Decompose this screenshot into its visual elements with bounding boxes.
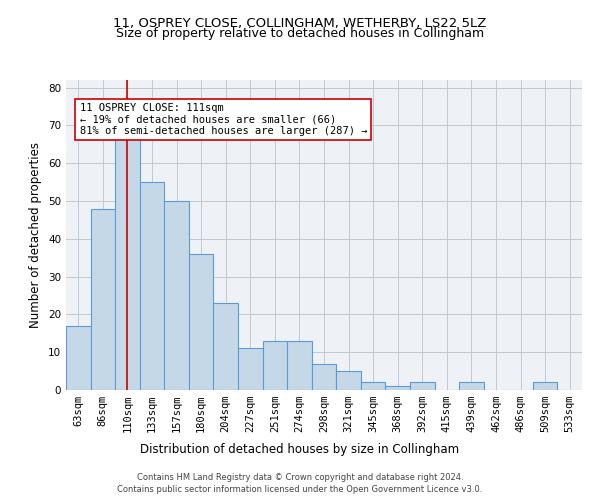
Bar <box>164 201 189 390</box>
Bar <box>263 341 287 390</box>
Bar <box>459 382 484 390</box>
Bar <box>533 382 557 390</box>
Bar <box>312 364 336 390</box>
Bar <box>140 182 164 390</box>
Bar <box>238 348 263 390</box>
Bar <box>91 208 115 390</box>
Text: Size of property relative to detached houses in Collingham: Size of property relative to detached ho… <box>116 28 484 40</box>
Bar <box>410 382 434 390</box>
Text: Distribution of detached houses by size in Collingham: Distribution of detached houses by size … <box>140 442 460 456</box>
Y-axis label: Number of detached properties: Number of detached properties <box>29 142 43 328</box>
Bar <box>336 371 361 390</box>
Text: 11 OSPREY CLOSE: 111sqm
← 19% of detached houses are smaller (66)
81% of semi-de: 11 OSPREY CLOSE: 111sqm ← 19% of detache… <box>80 102 367 136</box>
Bar <box>214 303 238 390</box>
Bar <box>287 341 312 390</box>
Bar <box>66 326 91 390</box>
Text: Contains public sector information licensed under the Open Government Licence v3: Contains public sector information licen… <box>118 485 482 494</box>
Bar <box>361 382 385 390</box>
Bar <box>189 254 214 390</box>
Text: 11, OSPREY CLOSE, COLLINGHAM, WETHERBY, LS22 5LZ: 11, OSPREY CLOSE, COLLINGHAM, WETHERBY, … <box>113 18 487 30</box>
Bar <box>385 386 410 390</box>
Text: Contains HM Land Registry data © Crown copyright and database right 2024.: Contains HM Land Registry data © Crown c… <box>137 472 463 482</box>
Bar <box>115 133 140 390</box>
